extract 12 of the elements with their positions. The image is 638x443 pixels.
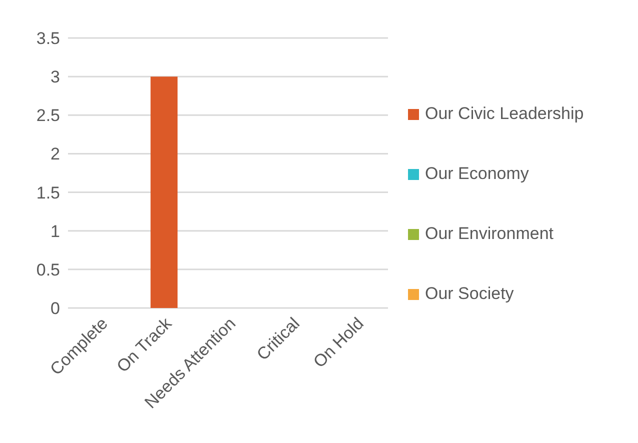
y-tick-label: 2 xyxy=(50,144,60,164)
y-tick-label: 2.5 xyxy=(36,106,60,126)
y-tick-label: 1 xyxy=(50,222,60,241)
y-tick-label: 3 xyxy=(50,68,60,87)
legend-label: Our Environment xyxy=(425,222,554,244)
legend-label: Our Civic Leadership xyxy=(425,102,585,124)
y-tick-label: 0.5 xyxy=(36,260,60,280)
y-tick-label: 1.5 xyxy=(36,183,60,202)
legend-label: Our Economy xyxy=(425,162,530,184)
y-tick-label: 0 xyxy=(50,299,60,318)
y-tick-label: 3.5 xyxy=(36,29,60,48)
legend-label: Our Society xyxy=(425,282,515,304)
